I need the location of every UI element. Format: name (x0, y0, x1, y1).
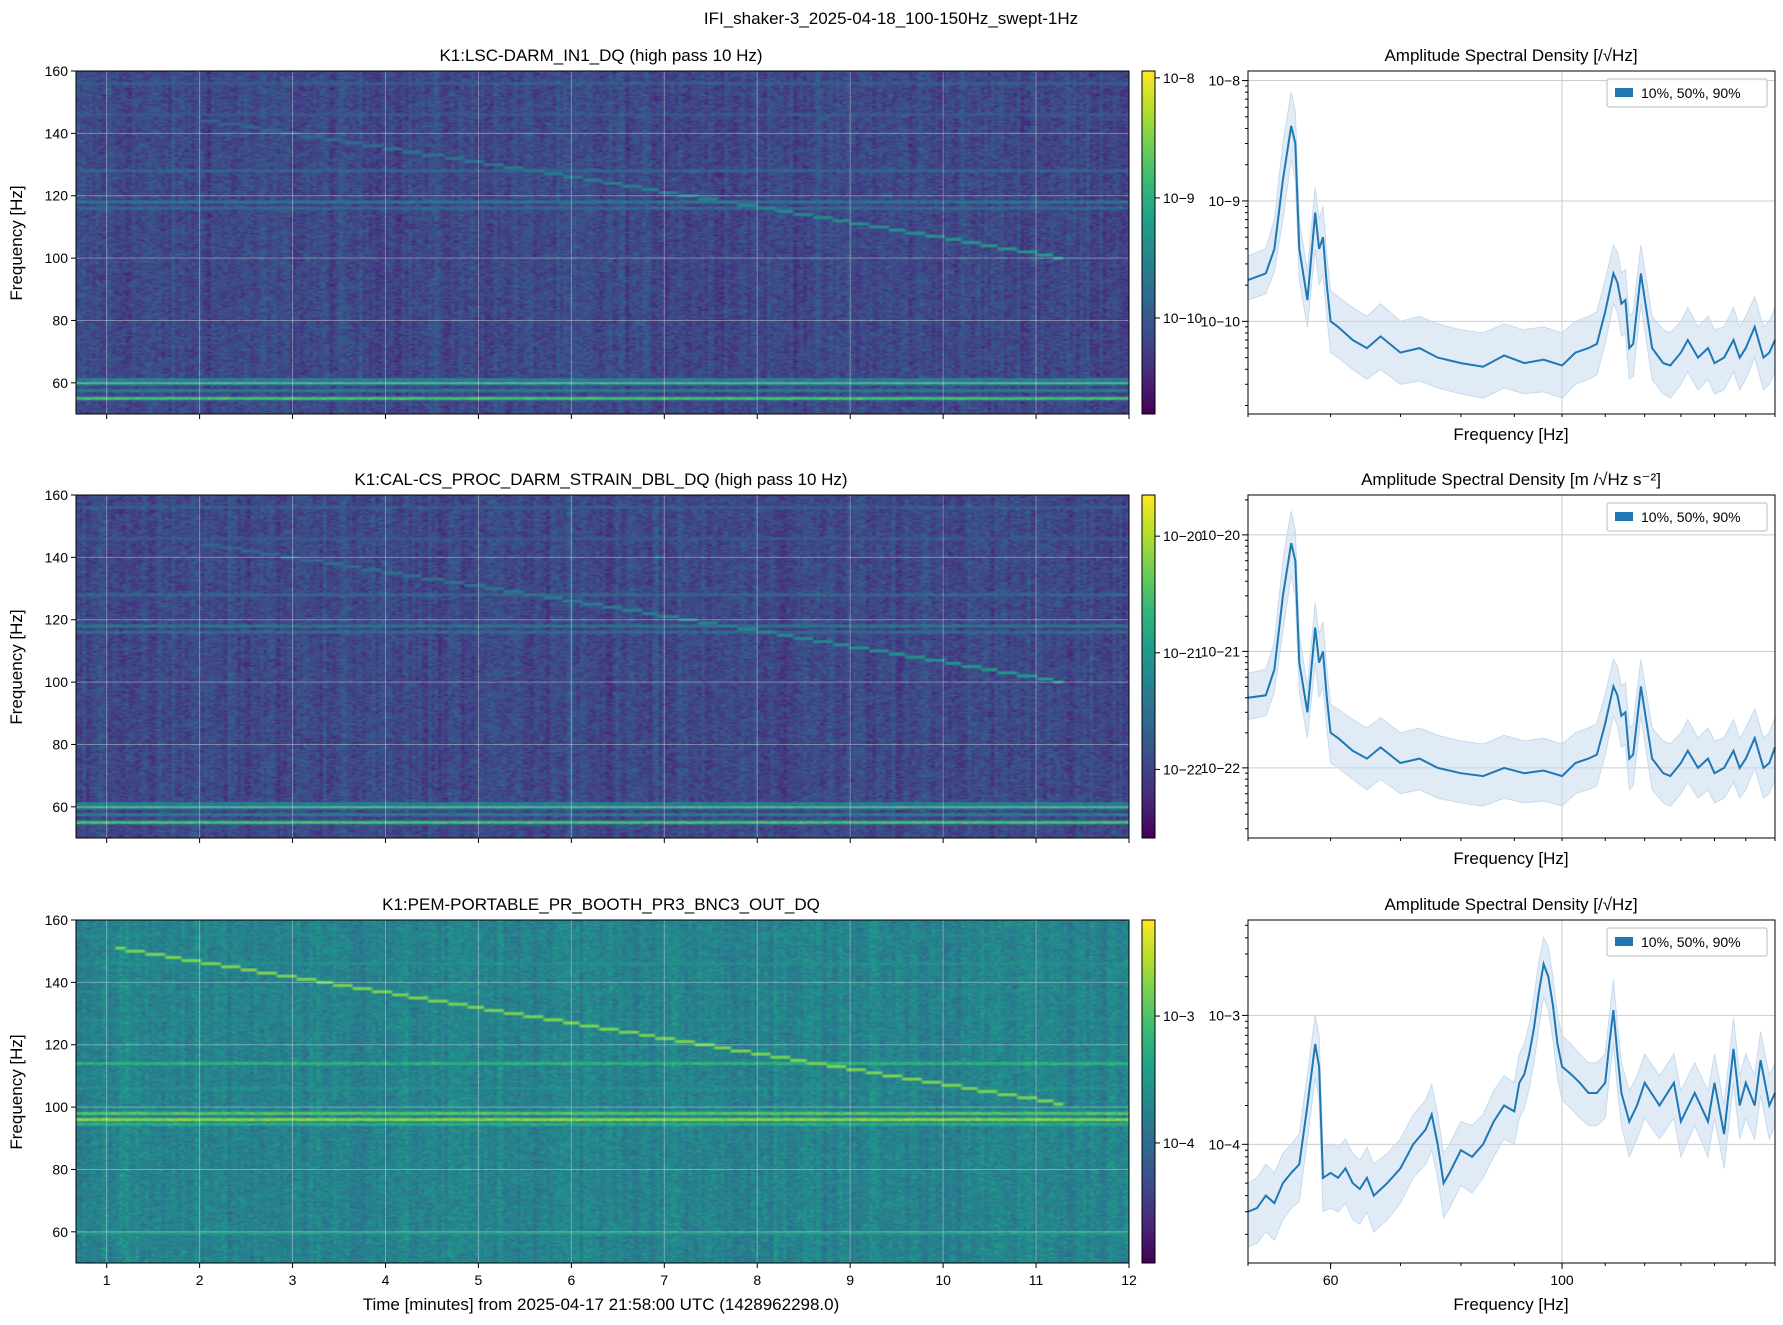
asd-median-line (1247, 125, 1776, 368)
spectrogram-3-ylabel: Frequency [Hz] (7, 1034, 26, 1149)
x-tick-label: 11 (1029, 1272, 1044, 1288)
legend-swatch (1615, 88, 1633, 97)
y-tick-label: 160 (45, 63, 69, 79)
y-tick-label: 60 (52, 375, 68, 391)
asd-legend: 10%, 50%, 90% (1606, 78, 1768, 108)
asd-median-line (1247, 542, 1776, 778)
colorbar-tick-label: 10−22 (1163, 761, 1203, 777)
y-tick-label: 120 (45, 612, 69, 628)
colorbar-tick-label: 10−4 (1163, 1135, 1195, 1151)
y-tick-label: 160 (45, 912, 69, 928)
x-tick-label: 7 (660, 1272, 668, 1288)
y-tick-label: 140 (45, 125, 69, 141)
colorbar-tick-label: 10−8 (1163, 70, 1195, 86)
colorbar-3 (1142, 920, 1155, 1263)
colorbar-1-frame (1141, 70, 1156, 415)
legend-label: 10%, 50%, 90% (1641, 509, 1741, 525)
colorbar-2-frame (1141, 494, 1156, 839)
y-tick-label: 60 (52, 1224, 68, 1240)
x-tick-label: 4 (382, 1272, 390, 1288)
y-tick-label: 140 (45, 974, 69, 990)
legend-box (1606, 78, 1768, 108)
y-tick-label: 10−4 (1208, 1136, 1240, 1152)
y-tick-label: 80 (52, 1161, 68, 1177)
y-tick-label: 160 (45, 487, 69, 503)
asd-panel-3: Amplitude Spectral Density [/√Hz] Freque… (1208, 895, 1776, 1314)
x-tick-label: 60 (1323, 1272, 1339, 1288)
asd-frame (1247, 70, 1776, 415)
colorbar-tick-label: 10−3 (1163, 1008, 1195, 1024)
colorbar-tick-label: 10−10 (1163, 310, 1203, 326)
x-tick-label: 12 (1121, 1272, 1137, 1288)
y-tick-label: 80 (52, 736, 68, 752)
asd-2-title: Amplitude Spectral Density [m /√Hz s⁻²] (1361, 470, 1661, 489)
asd-median-line (1247, 960, 1776, 1213)
figure-suptitle: IFI_shaker-3_2025-04-18_100-150Hz_swept-… (704, 9, 1078, 28)
legend-label: 10%, 50%, 90% (1641, 85, 1741, 101)
asd-panel-1: Amplitude Spectral Density [/√Hz] Freque… (1201, 46, 1776, 444)
colorbar-1 (1142, 71, 1155, 414)
colorbar-tick-label: 10−20 (1163, 528, 1203, 544)
x-tick-label: 3 (289, 1272, 297, 1288)
spectrogram-1-frame (75, 70, 1130, 415)
asd-frame (1247, 919, 1776, 1264)
y-tick-label: 80 (52, 312, 68, 328)
y-tick-label: 10−8 (1208, 73, 1240, 89)
y-tick-label: 100 (45, 674, 69, 690)
spectrogram-3-xlabel: Time [minutes] from 2025-04-17 21:58:00 … (363, 1295, 840, 1314)
asd-2-xlabel: Frequency [Hz] (1453, 849, 1568, 868)
x-tick-label: 8 (753, 1272, 761, 1288)
spectrogram-panel-3: K1:PEM-PORTABLE_PR_BOOTH_PR3_BNC3_OUT_DQ… (7, 895, 1195, 1314)
spectrogram-panel-1: K1:LSC-DARM_IN1_DQ (high pass 10 Hz) Fre… (7, 46, 1203, 419)
y-tick-label: 10−10 (1201, 313, 1241, 329)
y-tick-label: 140 (45, 549, 69, 565)
x-tick-label: 6 (567, 1272, 575, 1288)
spectrogram-3-image (76, 920, 1129, 1263)
spectrogram-2-ylabel: Frequency [Hz] (7, 609, 26, 724)
spectrogram-2-image (76, 495, 1129, 838)
y-tick-label: 120 (45, 1037, 69, 1053)
spectrogram-2-title: K1:CAL-CS_PROC_DARM_STRAIN_DBL_DQ (high … (354, 470, 847, 489)
spectrogram-3-frame (75, 919, 1130, 1264)
colorbar-2 (1142, 495, 1155, 838)
colorbar-tick-label: 10−21 (1163, 645, 1203, 661)
legend-box (1606, 927, 1768, 957)
y-tick-label: 10−9 (1208, 193, 1240, 209)
x-tick-label: 5 (475, 1272, 483, 1288)
spectrogram-1-title: K1:LSC-DARM_IN1_DQ (high pass 10 Hz) (439, 46, 762, 65)
spectrogram-1-ylabel: Frequency [Hz] (7, 185, 26, 300)
spectrogram-1-image (76, 71, 1129, 414)
legend-box (1606, 502, 1768, 532)
spectrogram-panel-2: K1:CAL-CS_PROC_DARM_STRAIN_DBL_DQ (high … (7, 470, 1203, 843)
y-tick-label: 100 (45, 250, 69, 266)
asd-legend: 10%, 50%, 90% (1606, 502, 1768, 532)
x-tick-label: 9 (846, 1272, 854, 1288)
asd-1-title: Amplitude Spectral Density [/√Hz] (1384, 46, 1637, 65)
y-tick-label: 10−20 (1201, 527, 1241, 543)
asd-legend: 10%, 50%, 90% (1606, 927, 1768, 957)
x-tick-label: 10 (935, 1272, 951, 1288)
y-tick-label: 60 (52, 799, 68, 815)
asd-1-xlabel: Frequency [Hz] (1453, 425, 1568, 444)
asd-frame (1247, 494, 1776, 839)
asd-3-xlabel: Frequency [Hz] (1453, 1295, 1568, 1314)
legend-label: 10%, 50%, 90% (1641, 934, 1741, 950)
colorbar-3-frame (1141, 919, 1156, 1264)
spectrogram-2-frame (75, 494, 1130, 839)
spectrogram-3-title: K1:PEM-PORTABLE_PR_BOOTH_PR3_BNC3_OUT_DQ (382, 895, 820, 914)
x-tick-label: 2 (196, 1272, 204, 1288)
y-tick-label: 10−22 (1201, 760, 1241, 776)
y-tick-label: 100 (45, 1099, 69, 1115)
colorbar-tick-label: 10−9 (1163, 190, 1195, 206)
legend-swatch (1615, 937, 1633, 946)
legend-swatch (1615, 512, 1633, 521)
asd-3-title: Amplitude Spectral Density [/√Hz] (1384, 895, 1637, 914)
y-tick-label: 10−21 (1201, 643, 1241, 659)
y-tick-label: 120 (45, 188, 69, 204)
x-tick-label: 100 (1550, 1272, 1574, 1288)
asd-panel-2: Amplitude Spectral Density [m /√Hz s⁻²] … (1201, 470, 1776, 868)
y-tick-label: 10−3 (1208, 1007, 1240, 1023)
x-tick-label: 1 (103, 1272, 111, 1288)
